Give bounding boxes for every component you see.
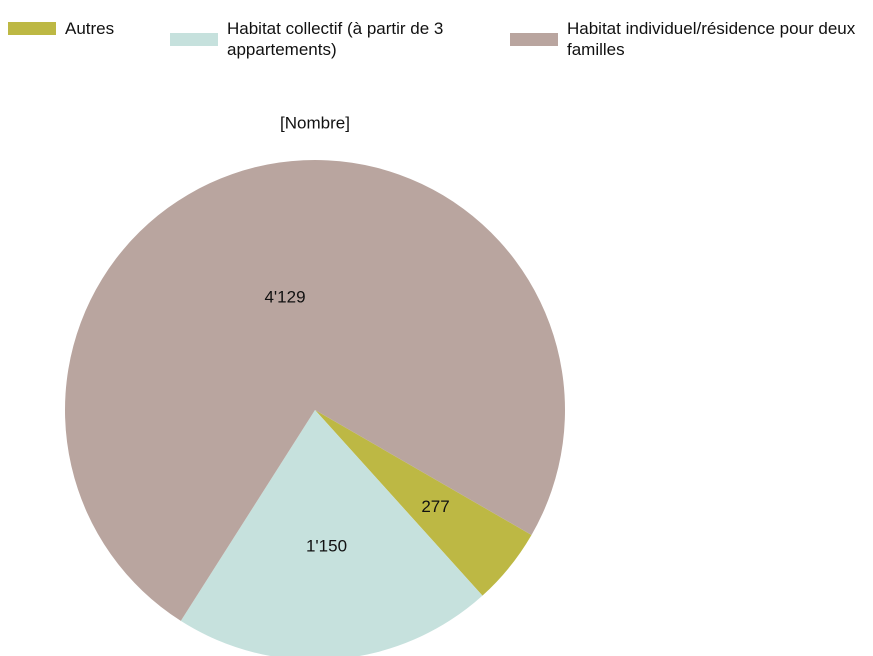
legend-label: Autres: [65, 19, 115, 38]
data-label: 1'150: [306, 537, 347, 556]
legend-label: Habitat individuel/résidence pour deux f…: [567, 19, 856, 59]
legend-label: Habitat collectif (à partir de 3 apparte…: [227, 19, 444, 59]
legend-item: Autres: [8, 18, 155, 39]
legend-swatch: [170, 33, 218, 46]
legend-swatch: [8, 22, 56, 35]
pie-slice: [64, 160, 565, 621]
legend-swatch: [510, 33, 558, 46]
legend-item: Habitat collectif (à partir de 3 apparte…: [170, 18, 489, 60]
pie-slice: [180, 410, 483, 656]
pie-slice: [315, 410, 532, 596]
data-label: 4'129: [264, 287, 305, 306]
data-label: 277: [421, 497, 449, 516]
chart-title: [Nombre]: [280, 113, 350, 132]
legend-item: Habitat individuel/résidence pour deux f…: [510, 18, 867, 60]
